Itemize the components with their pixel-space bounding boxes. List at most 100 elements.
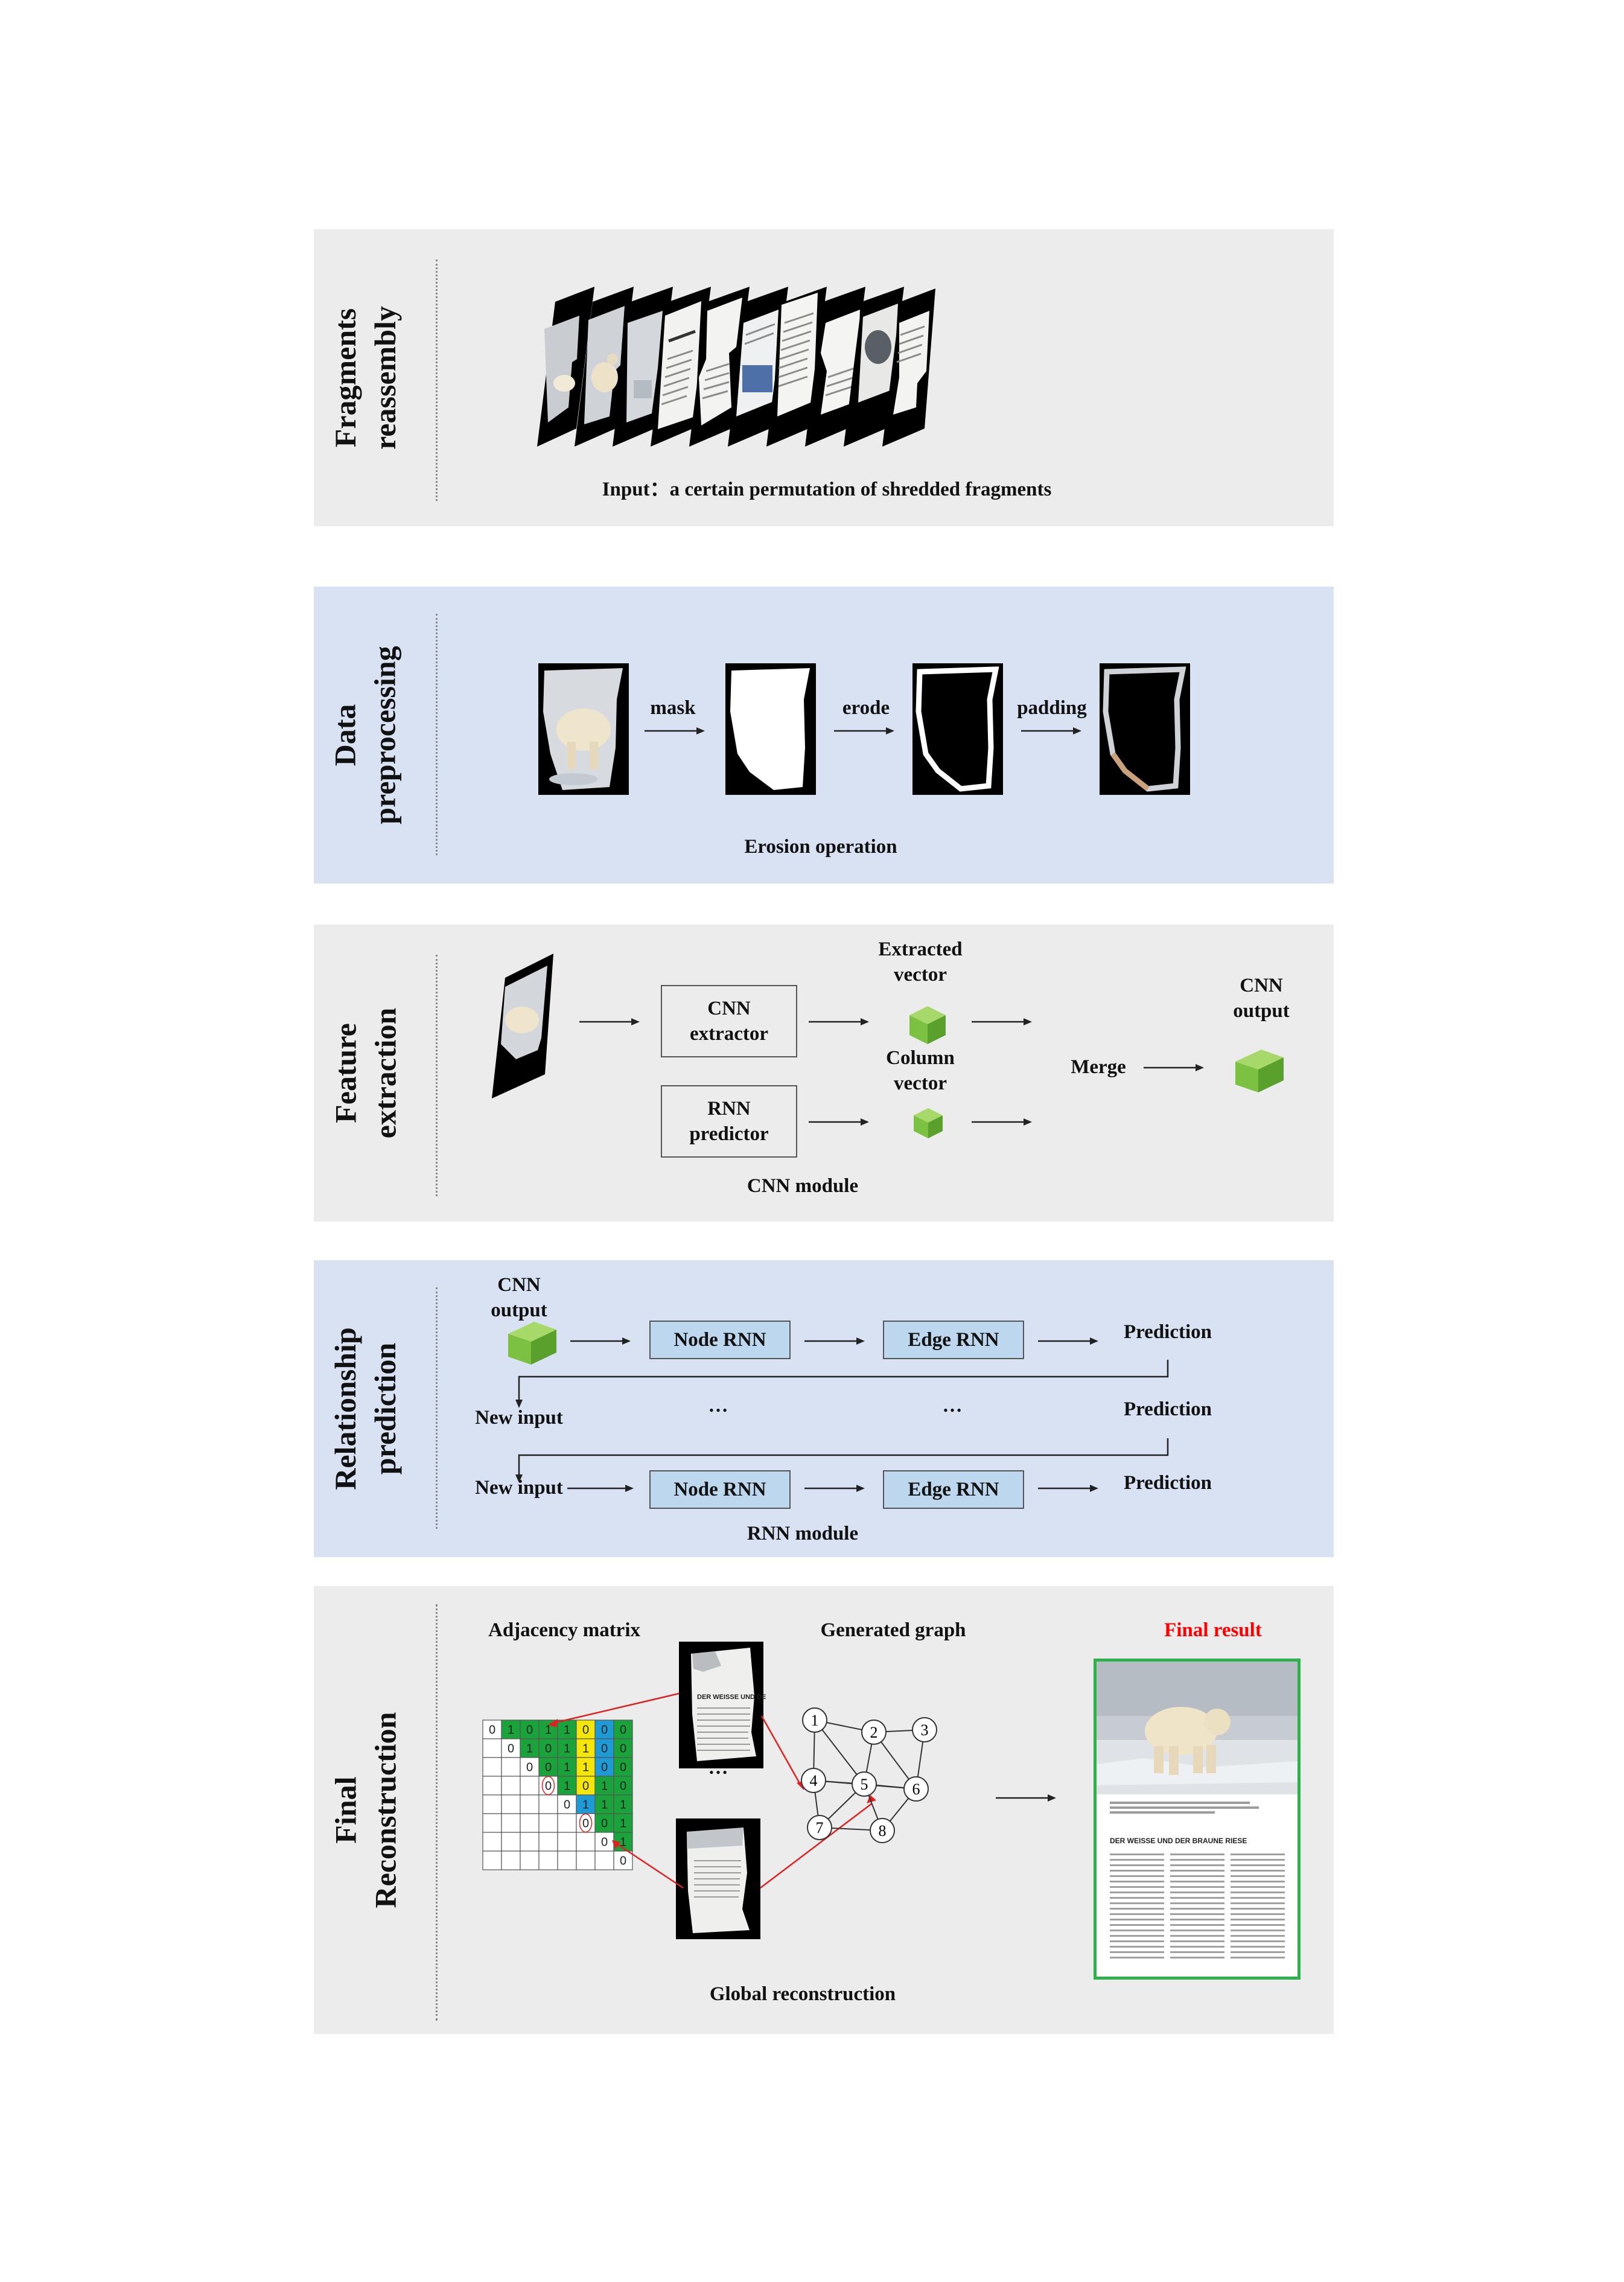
matrix-cell [576, 1719, 596, 1739]
matrix-value: 1 [564, 1742, 570, 1756]
arrow [567, 1485, 634, 1492]
generated-graph: 1 2 3 4 5 6 7 8 [801, 1707, 937, 1843]
feature-panel-title: Feature extraction [328, 1007, 403, 1139]
matrix-cell [501, 1738, 521, 1758]
step-mask-label: mask [650, 697, 696, 719]
matrix-value: 0 [620, 1742, 626, 1756]
matrix-value: 1 [582, 1761, 589, 1774]
red-connectors [548, 1692, 876, 1889]
graph-node-label: 5 [861, 1776, 868, 1793]
fragment-top: DER WEISSE UND DE [679, 1642, 766, 1768]
matrix-highlight [579, 1813, 593, 1833]
prediction-label: Prediction [1123, 1321, 1212, 1343]
matrix-value: 1 [564, 1724, 570, 1737]
matrix-value: 0 [601, 1761, 608, 1774]
matrix-value: 0 [601, 1836, 608, 1849]
panel-divider [436, 1287, 438, 1529]
fragment-7 [766, 287, 827, 447]
graph-node-label: 4 [810, 1772, 818, 1790]
matrix-value: 1 [564, 1780, 570, 1793]
node-rnn-box: Node RNN [649, 1321, 791, 1359]
extracted-vector-label: Extracted vector [878, 939, 963, 986]
result-caption-lines [1110, 1799, 1285, 1816]
matrix-value: 0 [526, 1761, 533, 1774]
fragment-8 [805, 287, 865, 447]
column-vector-cube [914, 1108, 943, 1138]
matrix-value: 1 [620, 1836, 626, 1849]
matrix-value: 1 [526, 1742, 533, 1756]
arrow [809, 1018, 869, 1025]
final-caption: Global reconstruction [709, 1983, 896, 2005]
matrix-cell [594, 1813, 614, 1833]
matrix-value: 0 [545, 1761, 552, 1774]
arrow [996, 1794, 1056, 1802]
merge-label: Merge [1071, 1056, 1126, 1078]
result-photo [1097, 1662, 1298, 1794]
matrix-cell [520, 1738, 540, 1758]
feedback-arrow [515, 1360, 1169, 1408]
adjacency-matrix: 0 1 0 1 1 0 0 00 1 0 1 1 0 00 0 1 1 0 00 1 0 1 00 1 1 10 0 10 10 [482, 1719, 633, 1870]
matrix-cell [538, 1738, 558, 1758]
cnn-output-block [1235, 1050, 1284, 1092]
extracted-vector-cube [909, 1006, 946, 1044]
fragment-3 [613, 287, 673, 447]
matrix-value: 1 [601, 1799, 608, 1812]
matrix-cell [594, 1776, 614, 1796]
input-fragment [492, 954, 553, 1098]
fragments-caption: Input：a certain permutation of shredded … [602, 479, 1052, 500]
final-result-document: DER WEISSE UND DER BRAUNE RIESE [1094, 1659, 1301, 1980]
matrix-value: 0 [582, 1780, 589, 1793]
original-fragment-image [538, 663, 629, 795]
step-padding-label: padding [1017, 697, 1087, 719]
matrix-value: 0 [545, 1742, 552, 1756]
fragment-1 [537, 287, 594, 447]
arrow [834, 727, 894, 735]
matrix-cell [594, 1850, 614, 1870]
graph-node-label: 2 [870, 1724, 878, 1741]
matrix-value: 0 [601, 1742, 608, 1756]
fragment-6 [728, 287, 788, 447]
matrix-value: 0 [601, 1817, 608, 1831]
eroded-image [912, 663, 1003, 795]
matrix-value: 0 [564, 1799, 570, 1812]
matrix-value: 1 [601, 1780, 608, 1793]
matrix-value: 1 [620, 1817, 626, 1831]
matrix-value: 0 [620, 1724, 626, 1737]
matrix-value: 0 [601, 1724, 608, 1737]
ellipsis: … [942, 1395, 963, 1417]
matrix-cell [482, 1776, 502, 1796]
result-headline: DER WEISSE UND DER BRAUNE RIESE [1110, 1837, 1247, 1845]
matrix-cell [557, 1794, 577, 1814]
matrix-cell [501, 1757, 521, 1777]
matrix-cell [594, 1757, 614, 1777]
edge-rnn-box: Edge RNN [883, 1321, 1024, 1359]
generated-graph-label: Generated graph [820, 1619, 966, 1641]
graph-node: 8 [870, 1818, 895, 1843]
cnn-extractor-box: CNN extractor [661, 985, 797, 1057]
prediction-label: Prediction [1123, 1398, 1212, 1420]
matrix-cell [557, 1757, 577, 1777]
graph-node-label: 1 [811, 1712, 819, 1729]
edge-rnn-box: Edge RNN [883, 1470, 1024, 1509]
fragment-4 [651, 287, 711, 447]
matrix-cell [613, 1719, 633, 1739]
matrix-cell [501, 1776, 521, 1796]
fragments-panel: Fragments reassembly [314, 229, 1334, 526]
matrix-value: 0 [508, 1742, 514, 1756]
ellipsis: … [708, 1757, 728, 1779]
matrix-cell [576, 1776, 596, 1796]
matrix-cell [501, 1719, 521, 1739]
arrow [1038, 1485, 1098, 1492]
panel-divider [436, 260, 438, 501]
graph-node: 4 [801, 1768, 826, 1793]
adjacency-matrix-label: Adjacency matrix [488, 1619, 640, 1641]
feature-caption: CNN module [747, 1175, 859, 1197]
cnn-output-input-label: CNN output [491, 1274, 547, 1321]
matrix-value: 0 [526, 1724, 533, 1737]
fragment-bottom [676, 1818, 760, 1939]
fragment-5 [689, 287, 750, 447]
matrix-cell [557, 1776, 577, 1796]
matrix-value: 0 [620, 1780, 626, 1793]
relationship-caption: RNN module [747, 1523, 859, 1544]
step-erode-label: erode [842, 697, 890, 719]
